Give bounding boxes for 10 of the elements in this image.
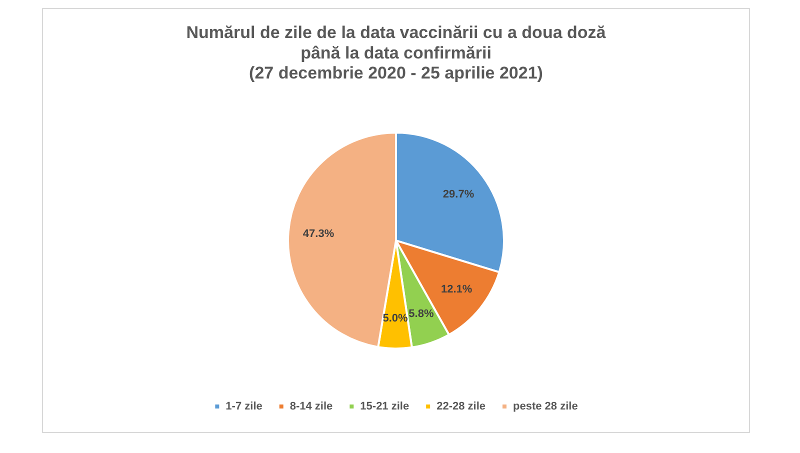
data-label: 29.7% xyxy=(442,188,474,200)
data-label: 5.8% xyxy=(408,308,434,320)
chart-title: Numărul de zile de la data vaccinării cu a doua doză până la data confirmării (27 decembrie 2020 - 25 aprilie 2021) xyxy=(186,22,606,83)
legend-label: peste 28 zile xyxy=(513,400,578,413)
legend-label: 15-21 zile xyxy=(360,400,410,413)
legend-label: 1-7 zile xyxy=(226,400,262,413)
legend-label: 22-28 zile xyxy=(436,400,486,413)
data-label: 47.3% xyxy=(302,228,334,240)
data-label: 12.1% xyxy=(440,283,472,296)
legend-label: 8-14 zile xyxy=(290,400,333,413)
